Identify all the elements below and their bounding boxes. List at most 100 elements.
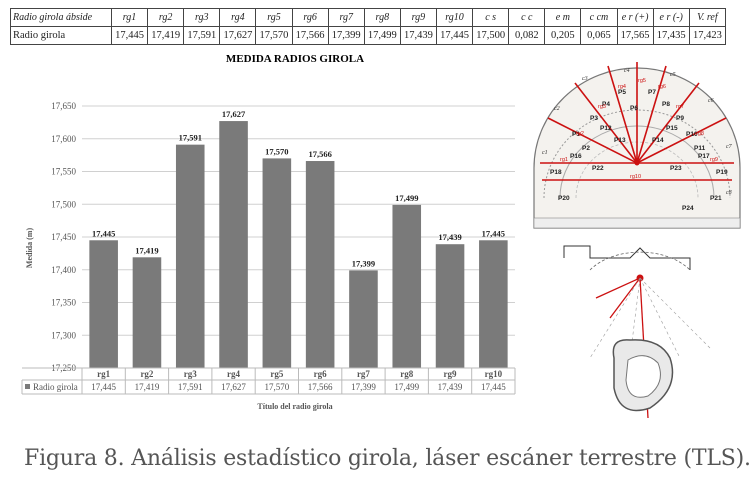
point-label: P15 bbox=[666, 125, 678, 132]
summary-header-label: Radio girola ábside bbox=[10, 8, 112, 27]
summary-header-cell: e r (-) bbox=[652, 8, 690, 27]
y-tick-labels: 17,25017,30017,35017,40017,45017,50017,5… bbox=[51, 101, 76, 373]
category-label: rg9 bbox=[444, 369, 457, 379]
point-label: P17 bbox=[698, 153, 710, 160]
bars bbox=[89, 121, 508, 368]
data-labels: 17,445 17,419 17,591 17,627 17,570 17,566 17,3… bbox=[92, 109, 505, 268]
y-tick-label: 17,350 bbox=[51, 298, 76, 308]
table-value: 17,566 bbox=[308, 382, 333, 392]
summary-header-row: Radio girola ábside rg1 rg2 rg3 rg4 rg5 … bbox=[10, 8, 727, 27]
category-label: rg3 bbox=[184, 369, 197, 379]
apse-plan-drawing: P1 P2 P3 P4 P5 P6 P7 P8 P9 P10 P11 P12 P… bbox=[533, 62, 741, 229]
summary-value-cell: 17,423 bbox=[688, 26, 727, 45]
category-label: rg7 bbox=[357, 369, 370, 379]
bar bbox=[392, 204, 422, 368]
summary-header-cell: rg2 bbox=[147, 8, 185, 27]
bar bbox=[305, 161, 335, 368]
point-label: P16 bbox=[570, 153, 582, 160]
data-label: 17,591 bbox=[179, 133, 202, 143]
y-tick-label: 17,600 bbox=[51, 134, 76, 144]
chapel-label: c5 bbox=[670, 72, 676, 78]
y-tick-label: 17,450 bbox=[51, 232, 76, 242]
summary-value-cell: 17,419 bbox=[147, 26, 185, 45]
table-value: 17,627 bbox=[221, 382, 246, 392]
y-tick-label: 17,500 bbox=[51, 199, 76, 209]
point-label: P21 bbox=[710, 195, 722, 202]
data-label: 17,419 bbox=[135, 245, 158, 255]
radius-labels: rg1 rg2 rg3 rg4 rg5 rg6 rg7 rg8 rg9 rg10 bbox=[560, 78, 718, 180]
point-label: P7 bbox=[648, 89, 656, 96]
point-label: P10 bbox=[686, 131, 698, 138]
bar bbox=[89, 240, 118, 368]
chapel-label: c6 bbox=[708, 98, 714, 104]
table-value: 17,399 bbox=[351, 382, 376, 392]
summary-header-cell: c cm bbox=[580, 8, 618, 27]
figure-caption: Figura 8. Análisis estadístico girola, l… bbox=[24, 446, 751, 471]
summary-value-cell: 17,445 bbox=[110, 26, 149, 45]
point-label: P23 bbox=[670, 165, 682, 172]
apse-plan-figure: P1 P2 P3 P4 P5 P6 P7 P8 P9 P10 P11 P12 P… bbox=[533, 62, 741, 419]
summary-header-cell: rg6 bbox=[291, 8, 329, 27]
summary-header-cell: rg5 bbox=[255, 8, 293, 27]
summary-value-cell: 17,570 bbox=[255, 26, 293, 45]
x-axis-label: Título del radio girola bbox=[257, 402, 332, 411]
point-label: P5 bbox=[618, 89, 626, 96]
table-value: 17,419 bbox=[135, 382, 160, 392]
summary-value-cell: 17,566 bbox=[291, 26, 329, 45]
category-label: rg2 bbox=[140, 369, 153, 379]
radius-label: rg9 bbox=[710, 157, 718, 163]
bar-chart: MEDIDA RADIOS GIROLA 17,25017,30017,3501… bbox=[21, 53, 516, 411]
category-label: rg6 bbox=[314, 369, 327, 379]
y-tick-label: 17,300 bbox=[51, 330, 76, 340]
point-label: P18 bbox=[550, 169, 562, 176]
summary-header-cell: e r (+) bbox=[616, 8, 654, 27]
summary-header-cell: rg7 bbox=[327, 8, 365, 27]
point-labels: P1 P2 P3 P4 P5 P6 P7 P8 P9 P10 P11 P12 P… bbox=[550, 89, 728, 212]
y-tick-label: 17,650 bbox=[51, 101, 76, 111]
point-label: P13 bbox=[614, 137, 626, 144]
data-label: 17,570 bbox=[265, 146, 288, 156]
tower-section-drawing bbox=[563, 245, 711, 419]
point-label: P2 bbox=[582, 145, 590, 152]
summary-value-row: Radio girola 17,445 17,419 17,591 17,627… bbox=[10, 26, 727, 45]
summary-header-cell: rg9 bbox=[399, 8, 437, 27]
summary-value-cell: 17,435 bbox=[652, 26, 690, 45]
chapel-label: c4 bbox=[624, 67, 630, 74]
legend-swatch bbox=[25, 384, 30, 389]
chapel-label: c3 bbox=[582, 76, 588, 82]
bar bbox=[132, 257, 162, 368]
bar bbox=[479, 240, 508, 368]
radius-label: rg10 bbox=[630, 174, 641, 180]
point-label: P12 bbox=[600, 125, 612, 132]
summary-header-cell: rg4 bbox=[219, 8, 257, 27]
summary-header-cell: rg1 bbox=[110, 8, 149, 27]
bar bbox=[349, 270, 378, 368]
point-label: P22 bbox=[592, 165, 604, 172]
chapel-label: c1 bbox=[542, 150, 548, 156]
summary-header-cell: e m bbox=[544, 8, 582, 27]
summary-value-label: Radio girola bbox=[10, 26, 112, 45]
summary-table: Radio girola ábside rg1 rg2 rg3 rg4 rg5 … bbox=[10, 8, 727, 45]
summary-header-cell: rg8 bbox=[363, 8, 401, 27]
summary-header-cell: V. ref bbox=[688, 8, 727, 27]
point-label: P9 bbox=[676, 115, 684, 122]
point-label: P14 bbox=[652, 137, 664, 144]
radius-label: rg1 bbox=[560, 157, 568, 163]
category-label: rg4 bbox=[227, 369, 240, 379]
point-label: P3 bbox=[590, 115, 598, 122]
point-label: P1 bbox=[572, 131, 580, 138]
summary-value-cell: 17,565 bbox=[616, 26, 654, 45]
point-label: P24 bbox=[682, 205, 694, 212]
chapel-label: c8 bbox=[726, 190, 732, 196]
summary-value-cell: 17,439 bbox=[399, 26, 437, 45]
y-tick-label: 17,550 bbox=[51, 167, 76, 177]
radius-lines bbox=[540, 62, 734, 181]
bar bbox=[175, 144, 205, 368]
table-value: 17,499 bbox=[394, 382, 419, 392]
data-label: 17,439 bbox=[438, 232, 461, 242]
summary-header-cell: rg10 bbox=[435, 8, 474, 27]
summary-value-cell: 0,065 bbox=[580, 26, 618, 45]
category-label: rg5 bbox=[270, 369, 283, 379]
radius-label: rg3 bbox=[598, 104, 606, 110]
data-label: 17,445 bbox=[92, 228, 115, 238]
